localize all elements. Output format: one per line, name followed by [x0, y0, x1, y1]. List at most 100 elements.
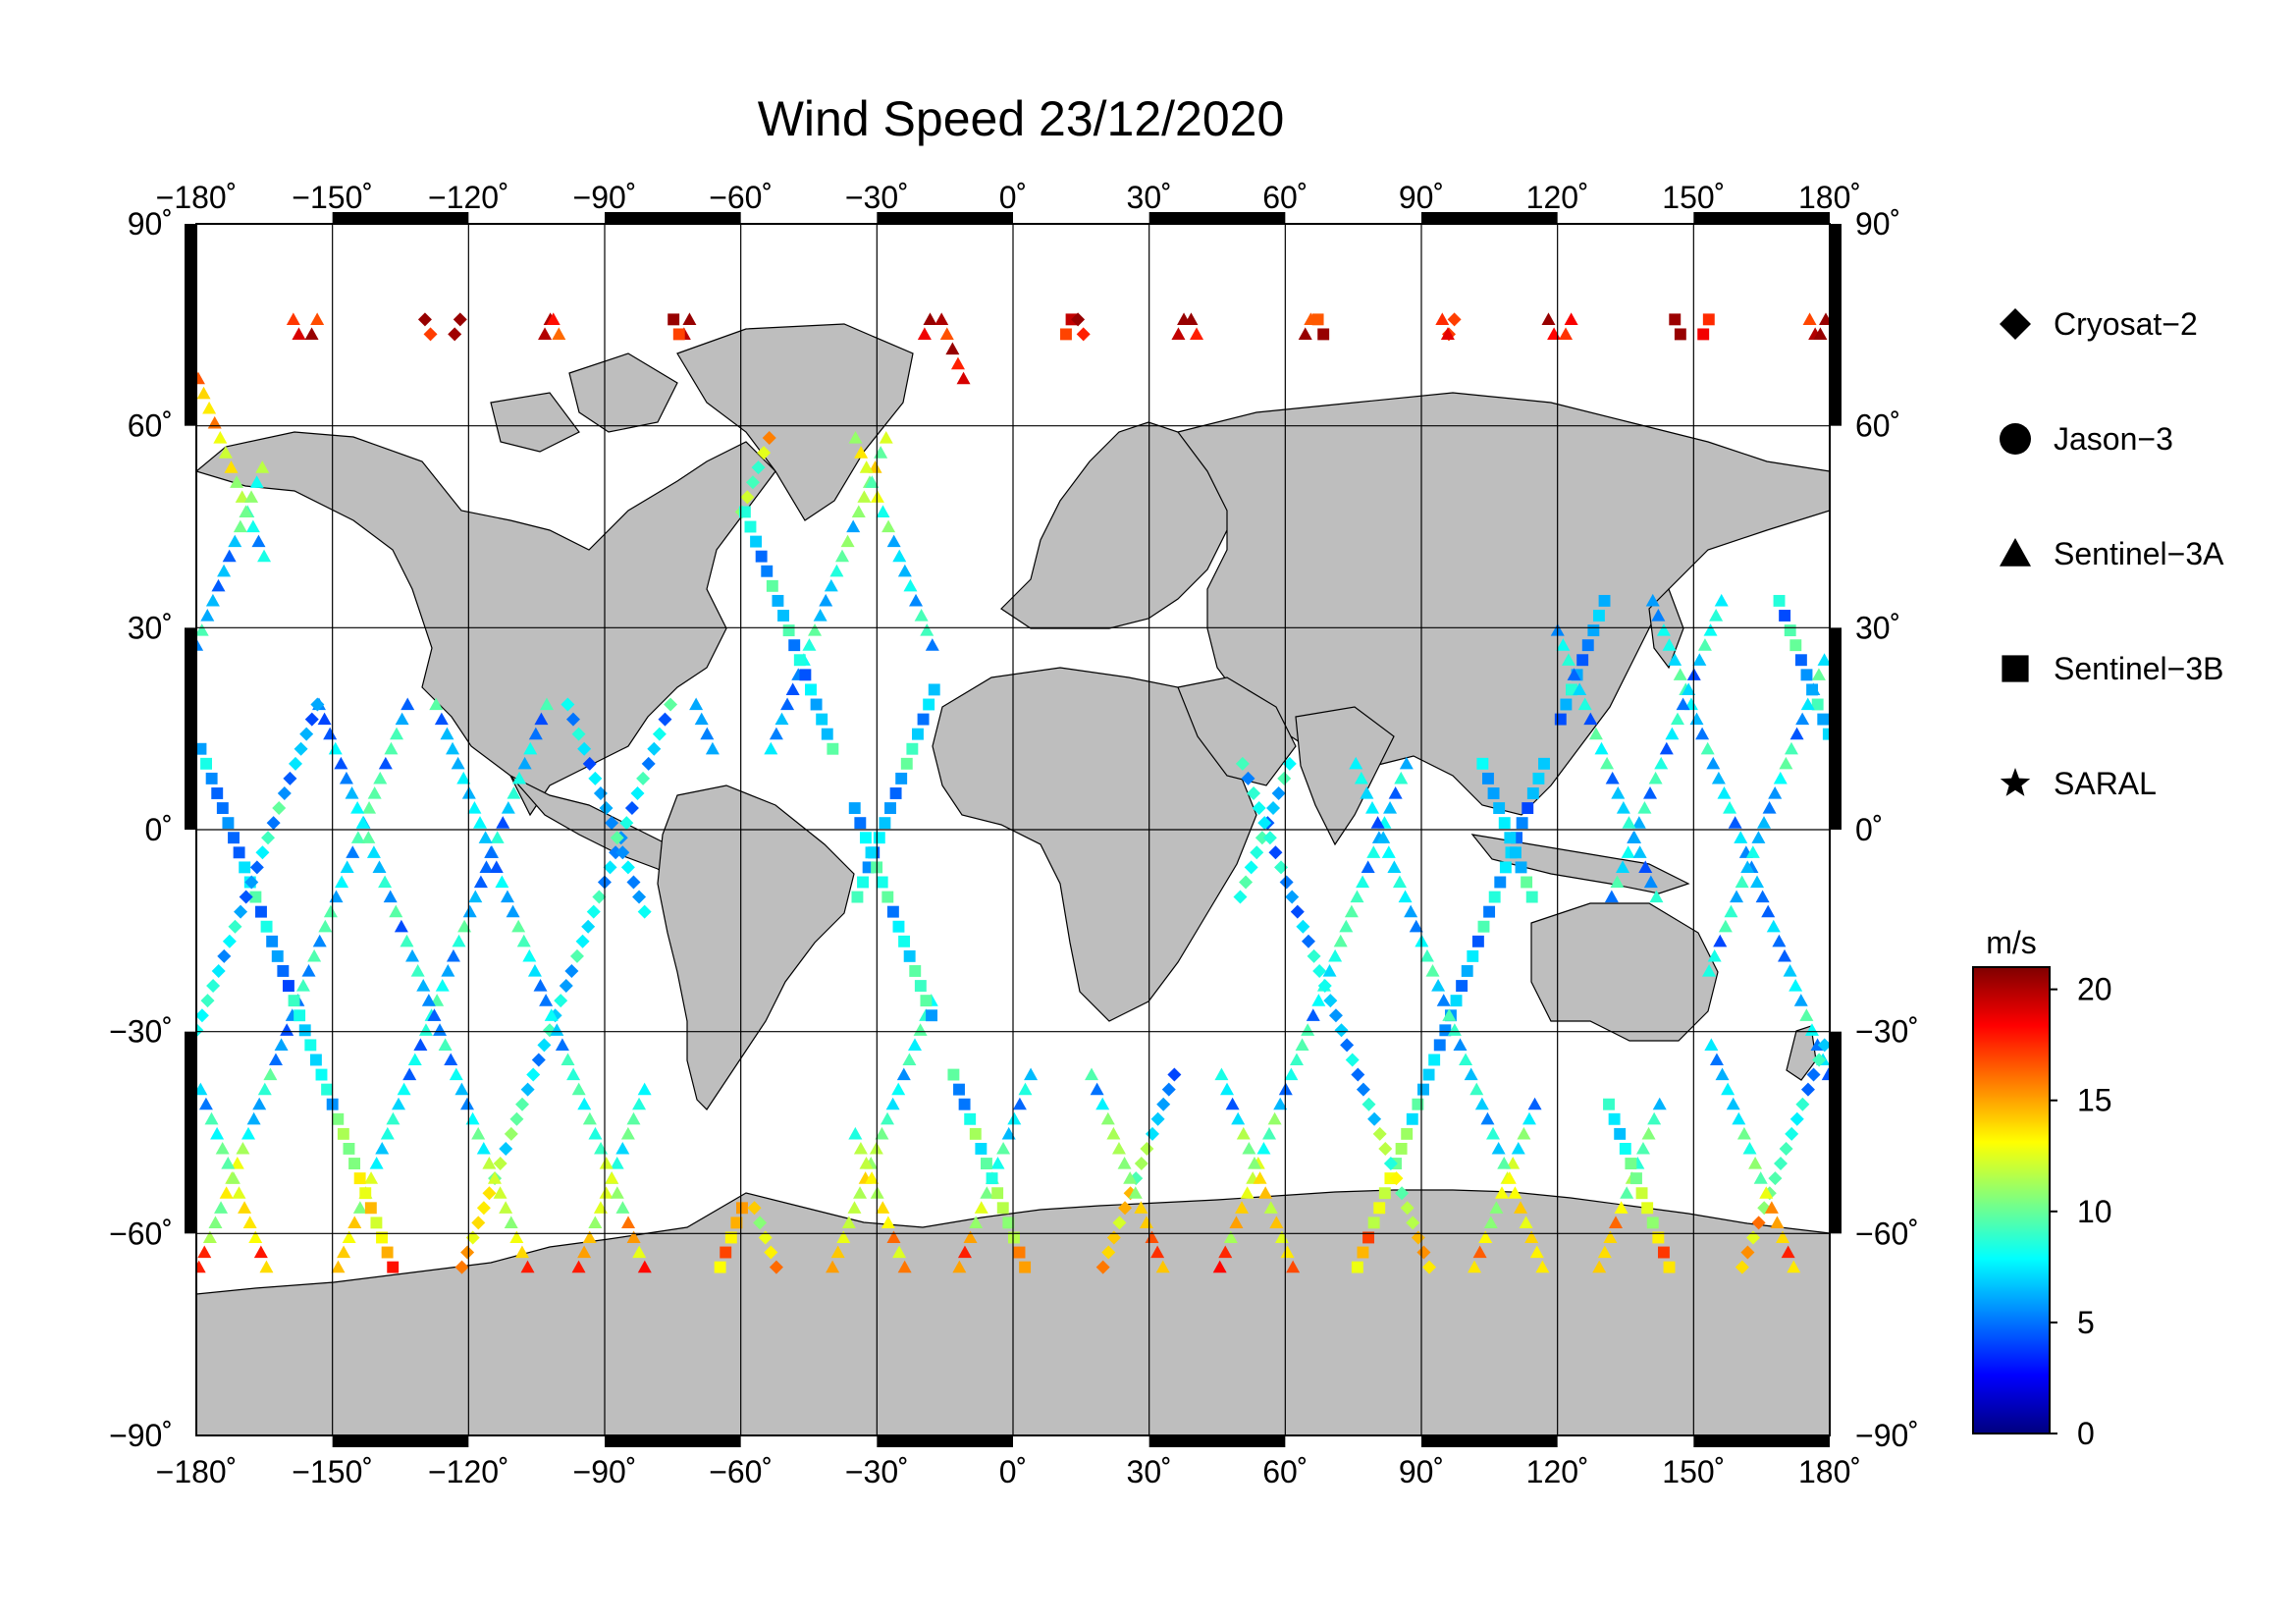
track-point	[538, 327, 553, 341]
track-point	[1307, 948, 1321, 963]
track-point	[848, 431, 863, 444]
track-point	[1592, 610, 1605, 622]
track-point	[196, 623, 209, 636]
track-point	[390, 727, 404, 740]
track-point	[1285, 890, 1300, 904]
track-point	[1526, 787, 1539, 799]
track-point	[1813, 327, 1828, 341]
track-point	[1659, 741, 1674, 755]
track-point	[1641, 1202, 1654, 1215]
track-point	[527, 963, 542, 977]
track-point	[1789, 639, 1802, 652]
track-point	[865, 475, 880, 488]
track-point	[226, 1171, 240, 1184]
track-point	[913, 1023, 928, 1036]
track-point	[615, 1201, 630, 1214]
track-point	[1356, 875, 1370, 889]
track-point	[522, 948, 537, 962]
track-point	[923, 698, 935, 711]
frame-bar-left	[185, 224, 196, 426]
track-point	[854, 446, 869, 459]
track-point	[947, 1068, 960, 1081]
track-point	[1656, 623, 1671, 636]
track-point	[1761, 904, 1776, 918]
track-point	[615, 1141, 630, 1155]
track-point	[214, 1201, 229, 1214]
track-point	[1447, 312, 1462, 327]
map-title: Wind Speed 23/12/2020	[757, 91, 1285, 146]
track-point	[1383, 801, 1398, 814]
track-point	[652, 727, 667, 741]
track-point	[1267, 1111, 1282, 1125]
track-point	[323, 904, 338, 918]
track-point	[1614, 1127, 1627, 1140]
lat-tick-label-right: 30˚	[1855, 610, 1900, 645]
track-point	[1262, 831, 1277, 845]
track-point	[1605, 771, 1620, 784]
track-point	[416, 979, 431, 992]
track-point	[605, 816, 619, 831]
lon-tick-label-bottom: −30˚	[845, 1454, 909, 1489]
track-point	[720, 1246, 732, 1259]
track-point	[1789, 727, 1804, 740]
track-point	[700, 727, 715, 740]
track-point	[1476, 757, 1489, 770]
track-point	[1822, 728, 1830, 740]
frame-bar-bottom	[605, 1435, 741, 1447]
lon-tick-label-bottom: −90˚	[573, 1454, 637, 1489]
track-point	[636, 771, 651, 785]
legend-label: Sentinel−3A	[2054, 536, 2224, 571]
track-point	[235, 490, 249, 503]
track-point	[197, 1245, 212, 1259]
track-point	[1604, 890, 1619, 903]
track-point	[1646, 1217, 1659, 1229]
track-point	[211, 787, 224, 799]
track-point	[1516, 817, 1528, 830]
track-point	[1376, 831, 1391, 843]
track-point	[744, 520, 757, 533]
lat-tick-label-left: −30˚	[109, 1014, 173, 1050]
track-point	[1652, 1231, 1665, 1244]
track-point	[1453, 1038, 1468, 1051]
track-point	[321, 1083, 334, 1096]
track-point	[1360, 785, 1374, 799]
colorbar-tick-label: 5	[2077, 1305, 2095, 1340]
track-point	[876, 876, 888, 889]
track-point	[222, 549, 237, 563]
track-point	[271, 949, 284, 962]
legend-label: SARAL	[2054, 766, 2157, 801]
track-point	[1244, 860, 1258, 875]
track-point	[506, 904, 520, 918]
track-point	[383, 890, 398, 903]
track-point	[245, 519, 260, 533]
track-point	[898, 935, 911, 947]
track-point	[957, 1245, 972, 1259]
track-point	[1311, 313, 1324, 326]
track-point	[981, 1158, 992, 1169]
track-point	[260, 920, 273, 933]
frame-bar-top	[332, 212, 469, 224]
track-point	[1486, 1126, 1501, 1140]
track-point	[255, 460, 270, 473]
track-point	[1156, 1097, 1171, 1111]
track-point	[294, 741, 308, 756]
track-point	[257, 549, 272, 563]
track-point	[975, 1143, 988, 1155]
track-point	[1474, 1097, 1489, 1110]
track-point	[1392, 875, 1407, 889]
track-point	[394, 919, 408, 933]
track-point	[881, 891, 894, 903]
land-new-zealand	[1786, 1025, 1817, 1081]
lat-tick-label-left: −90˚	[109, 1418, 173, 1453]
map-frame-bars	[185, 212, 1842, 1447]
frame-bar-bottom	[877, 1435, 1013, 1447]
track-point	[252, 1097, 267, 1110]
land-arctic-islands	[490, 352, 678, 453]
track-point	[1255, 831, 1269, 845]
track-point	[1409, 919, 1423, 933]
track-point	[253, 1245, 268, 1259]
track-point	[1800, 1082, 1815, 1097]
lat-tick-label-right: 90˚	[1855, 206, 1900, 242]
track-point	[1692, 653, 1707, 666]
track-point	[1621, 845, 1635, 858]
